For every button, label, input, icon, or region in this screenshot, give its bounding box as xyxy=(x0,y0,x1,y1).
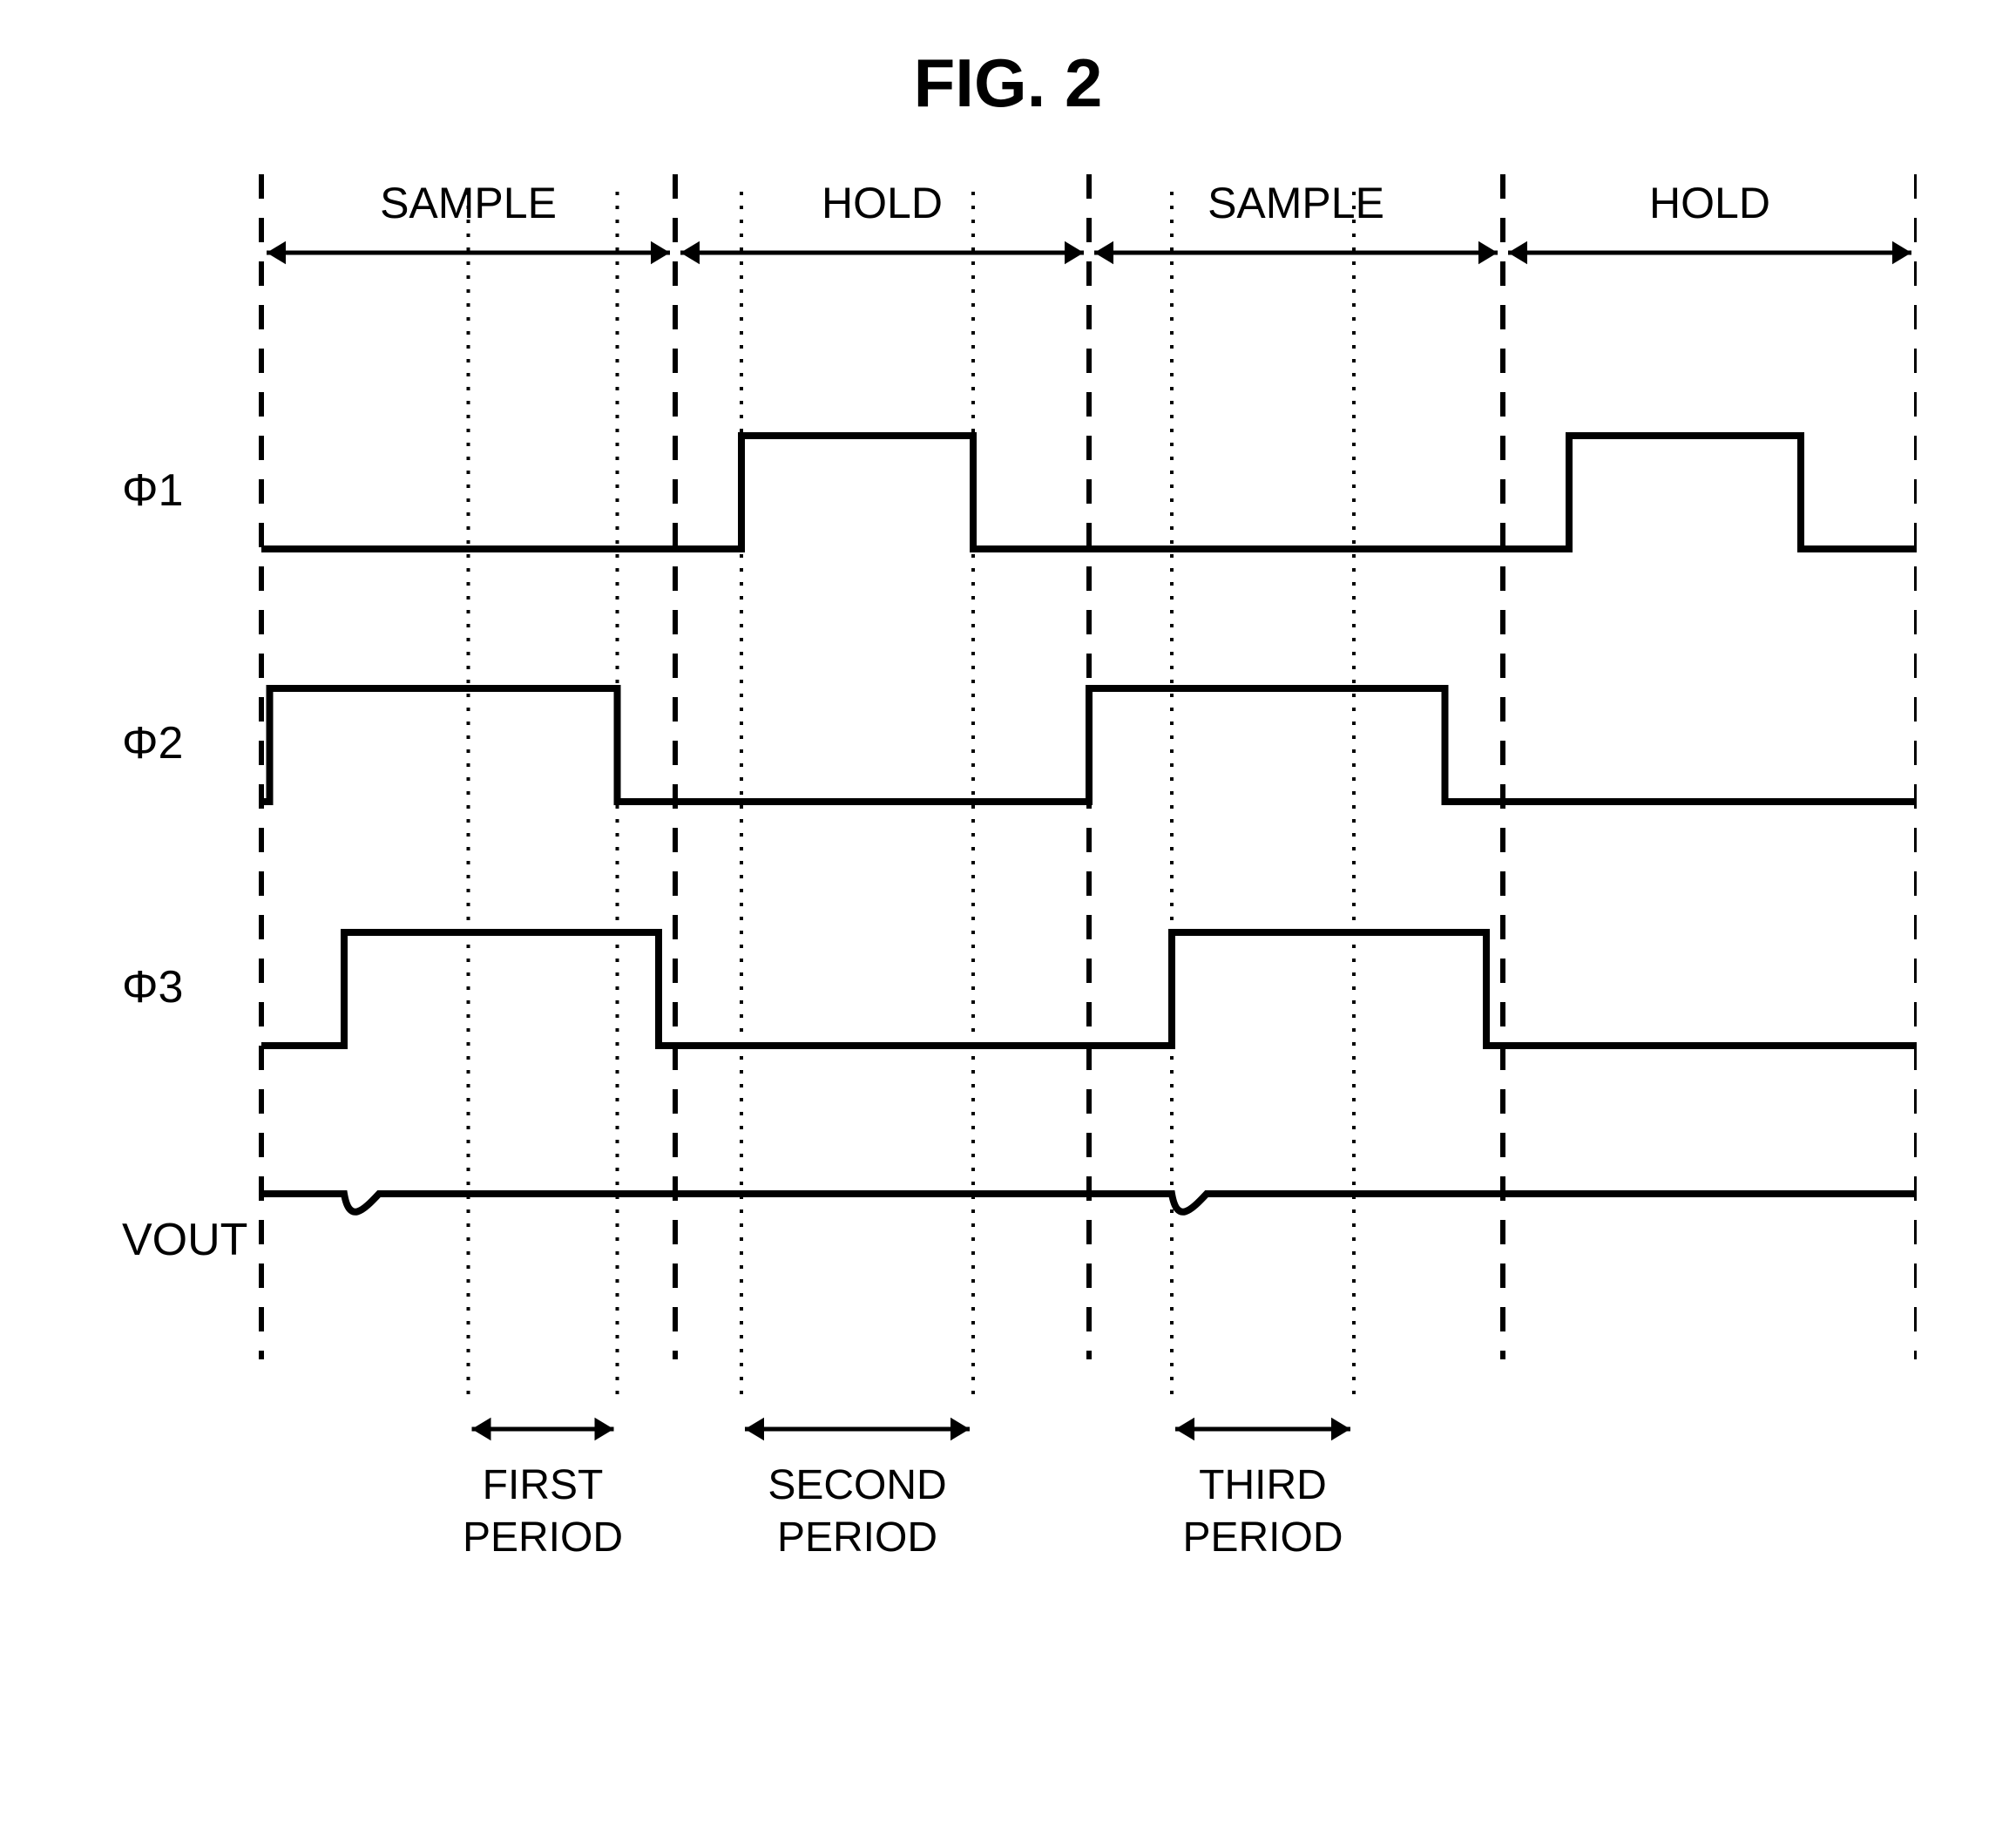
phase-label: HOLD xyxy=(1649,179,1770,227)
waveform-phi3 xyxy=(261,932,1917,1046)
arrow-head-icon xyxy=(1892,241,1911,264)
arrow-head-icon xyxy=(1331,1418,1350,1440)
phase-label: HOLD xyxy=(822,179,943,227)
arrow-head-icon xyxy=(472,1418,491,1440)
arrow-head-icon xyxy=(595,1418,614,1440)
timing-diagram: SAMPLE HOLD SAMPLE HOLD Φ1 Φ2 Φ3 VOUT FIRST PERIO… xyxy=(105,174,1917,1743)
arrow-head-icon xyxy=(680,241,700,264)
row-label-vout: VOUT xyxy=(122,1215,247,1265)
waveform-vout xyxy=(261,1194,1917,1212)
arrow-head-icon xyxy=(651,241,670,264)
phase-label: SAMPLE xyxy=(380,179,557,227)
arrow-head-icon xyxy=(745,1418,764,1440)
period-label-line2: PERIOD xyxy=(777,1514,937,1561)
figure-container: FIG. 2 SAMPLE HOLD SAMPLE HOLD Φ1 Φ2 Φ3 VOUT FIR… xyxy=(35,35,1981,1801)
figure-title: FIG. 2 xyxy=(35,44,1981,123)
waveform-phi2 xyxy=(261,688,1917,802)
arrow-head-icon xyxy=(267,241,286,264)
arrow-head-icon xyxy=(950,1418,970,1440)
arrow-head-icon xyxy=(1094,241,1113,264)
arrow-head-icon xyxy=(1508,241,1527,264)
period-label-line1: THIRD xyxy=(1199,1462,1327,1508)
arrow-head-icon xyxy=(1175,1418,1194,1440)
period-label-line1: SECOND xyxy=(768,1462,946,1508)
period-label-line2: PERIOD xyxy=(463,1514,623,1561)
period-label-line2: PERIOD xyxy=(1182,1514,1343,1561)
row-label-phi2: Φ2 xyxy=(122,718,183,769)
arrow-head-icon xyxy=(1478,241,1498,264)
row-label-phi1: Φ1 xyxy=(122,465,183,516)
arrow-head-icon xyxy=(1065,241,1084,264)
period-label-line1: FIRST xyxy=(483,1462,604,1508)
phase-label: SAMPLE xyxy=(1208,179,1384,227)
row-label-phi3: Φ3 xyxy=(122,962,183,1013)
timing-svg: SAMPLE HOLD SAMPLE HOLD Φ1 Φ2 Φ3 VOUT FIRST PERIO… xyxy=(105,174,1917,1743)
